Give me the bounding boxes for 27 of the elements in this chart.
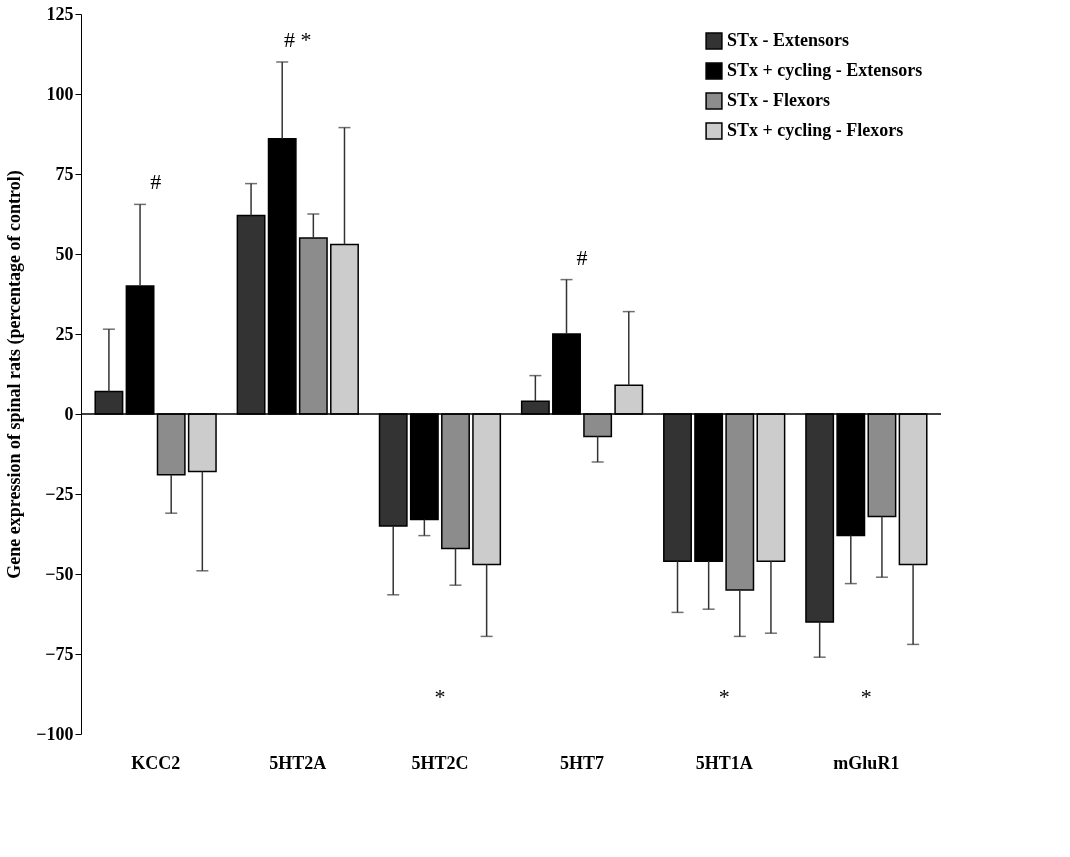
- legend-label: STx + cycling - Extensors: [727, 60, 923, 80]
- y-tick-label: 25: [55, 323, 74, 344]
- y-tick-label: 100: [46, 83, 74, 104]
- x-tick-label: mGluR1: [833, 752, 900, 773]
- x-tick-label: 5HT2A: [269, 752, 327, 773]
- legend-label: STx - Flexors: [727, 90, 830, 110]
- y-tick-label: 0: [64, 403, 74, 424]
- annotation: *: [718, 684, 730, 710]
- annotation: #: [576, 244, 588, 270]
- y-tick-label: −50: [45, 563, 74, 584]
- legend-label: STx + cycling - Flexors: [727, 120, 904, 140]
- y-axis-title: Gene expression of spinal rats (percentage of control): [4, 170, 26, 579]
- y-tick-label: 125: [46, 3, 74, 24]
- y-tick-label: 50: [55, 243, 74, 264]
- y-tick-label: 75: [55, 163, 74, 184]
- y-tick-label: −75: [45, 643, 74, 664]
- y-tick-label: −25: [45, 483, 74, 504]
- x-tick-label: KCC2: [131, 752, 181, 773]
- x-tick-label: 5HT7: [560, 752, 605, 773]
- annotation: # *: [284, 27, 312, 52]
- x-tick-label: 5HT1A: [695, 752, 753, 773]
- y-tick-label: −100: [36, 723, 74, 744]
- annotation: *: [434, 684, 446, 710]
- annotation: *: [860, 684, 872, 710]
- legend-label: STx - Extensors: [727, 30, 850, 50]
- annotation: #: [150, 169, 162, 195]
- x-tick-label: 5HT2C: [411, 752, 469, 773]
